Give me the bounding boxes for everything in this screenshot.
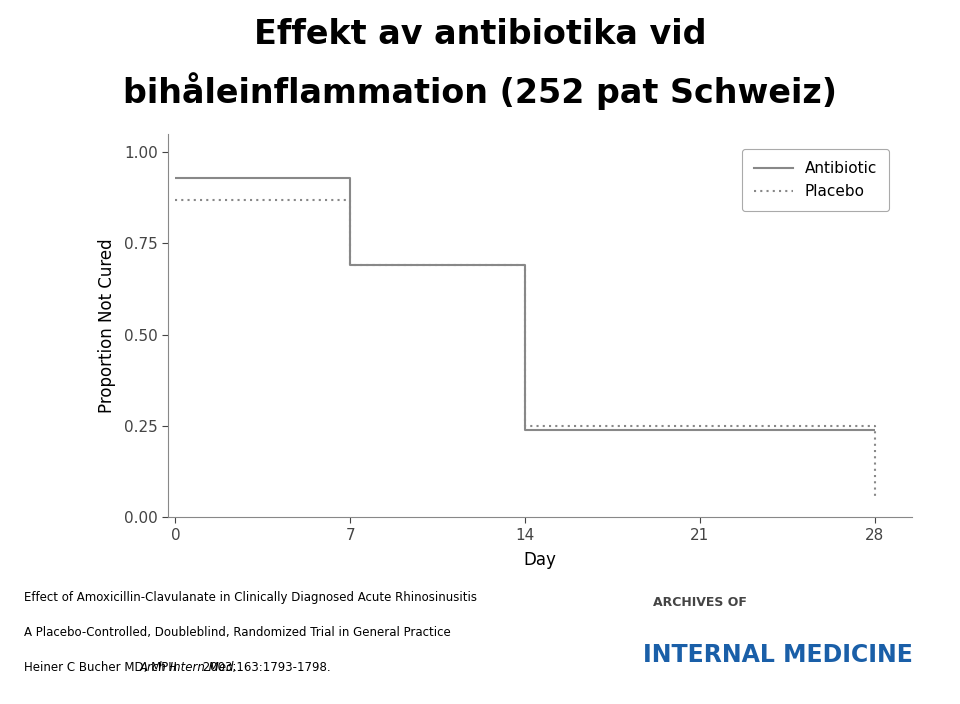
Text: Effect of Amoxicillin-Clavulanate in Clinically Diagnosed Acute Rhinosinusitis: Effect of Amoxicillin-Clavulanate in Cli…	[24, 591, 477, 604]
Y-axis label: Proportion Not Cured: Proportion Not Cured	[98, 238, 115, 413]
Text: ARCHIVES OF: ARCHIVES OF	[653, 596, 747, 609]
X-axis label: Day: Day	[523, 551, 557, 570]
Text: Effekt av antibiotika vid: Effekt av antibiotika vid	[253, 18, 707, 51]
Text: A Placebo-Controlled, Doubleblind, Randomized Trial in General Practice: A Placebo-Controlled, Doubleblind, Rando…	[24, 626, 451, 639]
Legend: Antibiotic, Placebo: Antibiotic, Placebo	[742, 149, 890, 211]
Text: bihåleinflammation (252 pat Schweiz): bihåleinflammation (252 pat Schweiz)	[123, 72, 837, 110]
Text: INTERNAL MEDICINE: INTERNAL MEDICINE	[643, 643, 913, 667]
Text: Arch Intern Med.: Arch Intern Med.	[139, 661, 237, 674]
Text: Heiner C Bucher MD, MPH: Heiner C Bucher MD, MPH	[24, 661, 180, 674]
Text: 2003;163:1793-1798.: 2003;163:1793-1798.	[199, 661, 330, 674]
